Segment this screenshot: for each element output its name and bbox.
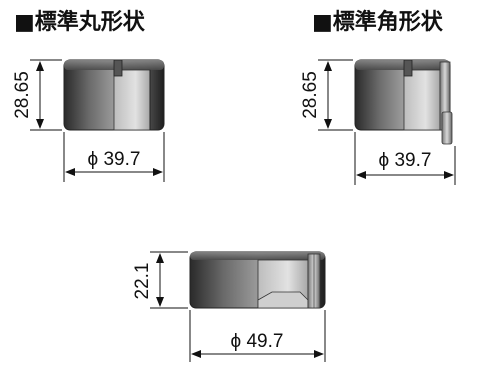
heading-round-shape: ■標準丸形状 [14, 10, 145, 35]
round-shape-dimensions: 28.65 ϕ 39.7 [12, 59, 165, 182]
square-height-label: 28.65 [300, 71, 321, 119]
large-shape-dimensions: 22.1 ϕ 49.7 [132, 251, 326, 362]
round-shape-part [63, 59, 165, 131]
large-diameter-label: ϕ 49.7 [231, 331, 284, 352]
round-height-label: 28.65 [12, 71, 33, 119]
square-diameter-label: ϕ 39.7 [379, 150, 432, 171]
large-shape-part [189, 251, 326, 309]
heading-square-shape: ■標準角形状 [312, 10, 443, 35]
large-height-label: 22.1 [132, 263, 153, 300]
square-shape-part [354, 59, 453, 145]
square-shape-dimensions: 28.65 ϕ 39.7 [300, 59, 456, 185]
round-diameter-label: ϕ 39.7 [88, 149, 141, 170]
